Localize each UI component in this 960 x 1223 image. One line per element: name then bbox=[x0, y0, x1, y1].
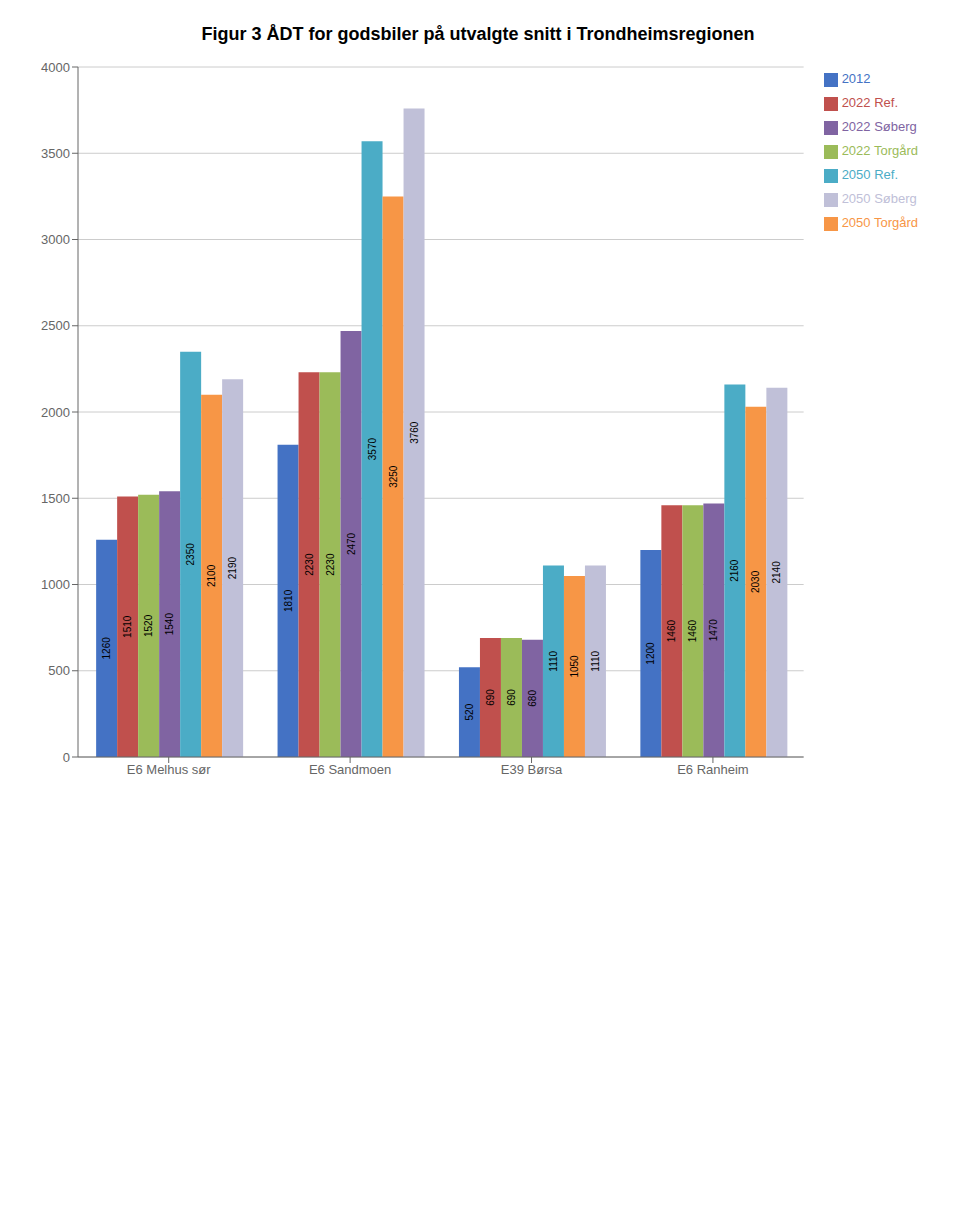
svg-text:1050: 1050 bbox=[569, 655, 580, 678]
svg-text:1200: 1200 bbox=[645, 642, 656, 665]
svg-text:1260: 1260 bbox=[101, 637, 112, 660]
svg-text:1000: 1000 bbox=[41, 577, 70, 592]
svg-text:520: 520 bbox=[464, 703, 475, 720]
html-text:Figur 3 ÅDT for godsbiler på u: Figur 3 ÅDT for godsbiler på utvalgte sn… bbox=[201, 24, 755, 44]
html-text:2050 Torgård: 2050 Torgård bbox=[841, 215, 918, 230]
svg-text:1510: 1510 bbox=[122, 615, 133, 638]
svg-text:2030: 2030 bbox=[750, 570, 761, 593]
svg-text:690: 690 bbox=[485, 689, 496, 706]
svg-text:2190: 2190 bbox=[227, 557, 238, 580]
svg-text:1520: 1520 bbox=[143, 614, 154, 637]
svg-text:1470: 1470 bbox=[708, 619, 719, 642]
svg-text:0: 0 bbox=[63, 750, 70, 765]
svg-text:2000: 2000 bbox=[41, 405, 70, 420]
html-text:2012: 2012 bbox=[841, 71, 871, 86]
svg-text:4000: 4000 bbox=[41, 60, 70, 75]
html-text:2022 Søberg: 2022 Søberg bbox=[841, 119, 917, 134]
svg-text:E6 Ranheim: E6 Ranheim bbox=[677, 762, 749, 777]
svg-text:2230: 2230 bbox=[325, 553, 336, 576]
html-text:2050 Søberg: 2050 Søberg bbox=[841, 191, 917, 206]
svg-text:1810: 1810 bbox=[283, 589, 294, 612]
svg-text:2100: 2100 bbox=[206, 564, 217, 587]
svg-text:3500: 3500 bbox=[41, 146, 70, 161]
svg-text:1110: 1110 bbox=[548, 650, 559, 671]
svg-text:1500: 1500 bbox=[41, 491, 70, 506]
html-text:2050 Ref.: 2050 Ref. bbox=[841, 167, 898, 182]
svg-text:3000: 3000 bbox=[41, 232, 70, 247]
svg-text:2500: 2500 bbox=[41, 318, 70, 333]
svg-text:2350: 2350 bbox=[185, 543, 196, 566]
svg-text:E6 Melhus sør: E6 Melhus sør bbox=[127, 762, 211, 777]
svg-text:E39 Børsa: E39 Børsa bbox=[501, 762, 563, 777]
svg-text:2160: 2160 bbox=[729, 559, 740, 582]
svg-text:500: 500 bbox=[48, 663, 70, 678]
svg-text:2470: 2470 bbox=[346, 532, 357, 555]
svg-text:1540: 1540 bbox=[164, 613, 175, 636]
html-text:2022 Ref.: 2022 Ref. bbox=[841, 95, 898, 110]
svg-text:1460: 1460 bbox=[666, 620, 677, 643]
svg-text:680: 680 bbox=[527, 690, 538, 707]
svg-text:E6 Sandmoen: E6 Sandmoen bbox=[309, 762, 391, 777]
svg-text:3760: 3760 bbox=[409, 421, 420, 444]
svg-text:3570: 3570 bbox=[367, 438, 378, 461]
svg-text:1460: 1460 bbox=[687, 620, 698, 643]
svg-text:2230: 2230 bbox=[304, 553, 315, 576]
svg-text:3250: 3250 bbox=[388, 465, 399, 488]
svg-text:1110: 1110 bbox=[590, 650, 601, 671]
svg-text:690: 690 bbox=[506, 689, 517, 706]
svg-text:2140: 2140 bbox=[771, 561, 782, 584]
html-text:2022 Torgård: 2022 Torgård bbox=[841, 143, 918, 158]
